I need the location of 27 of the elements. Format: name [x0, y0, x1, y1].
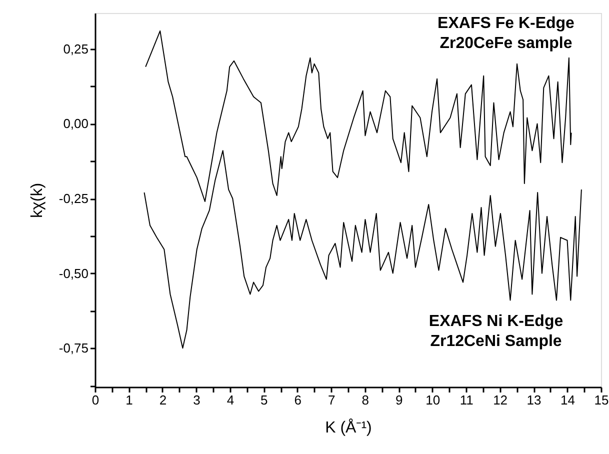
x-tick-label: 9 — [395, 392, 403, 408]
y-tick-label: -0,25 — [58, 191, 88, 206]
y-axis-title: kχ(k) — [28, 182, 46, 218]
line-series — [145, 30, 572, 202]
x-tick-label: 10 — [426, 392, 440, 408]
x-tick-label: 6 — [294, 392, 302, 408]
y-tick-label: 0,00 — [63, 116, 88, 132]
x-tick-label: 12 — [493, 392, 508, 408]
y-tick-label: -0,75 — [58, 340, 88, 356]
x-tick-label: 0 — [92, 392, 100, 408]
x-tick-label: 7 — [328, 392, 336, 408]
x-tick-label: 1 — [126, 392, 133, 408]
x-axis-title: K (Å⁻¹) — [325, 418, 372, 436]
x-tick-label: 8 — [362, 392, 369, 408]
line-series — [144, 150, 582, 349]
series-label: EXAFS Fe K-Edge Zr20CeFe sample — [438, 15, 575, 52]
x-tick-label: 3 — [193, 392, 200, 408]
x-tick-label: 15 — [594, 392, 609, 408]
x-tick-label: 4 — [226, 392, 234, 408]
series-label: EXAFS Ni K-Edge Zr12CeNi Sample — [428, 313, 564, 350]
x-tick-label: 2 — [159, 392, 167, 408]
y-tick-label: 0,25 — [63, 41, 88, 56]
x-tick-label: 11 — [460, 392, 474, 408]
y-tick-label: -0,50 — [58, 266, 88, 281]
x-tick-label: 5 — [260, 392, 268, 408]
x-tick-label: 14 — [560, 392, 575, 408]
x-tick-label: 13 — [526, 392, 542, 408]
